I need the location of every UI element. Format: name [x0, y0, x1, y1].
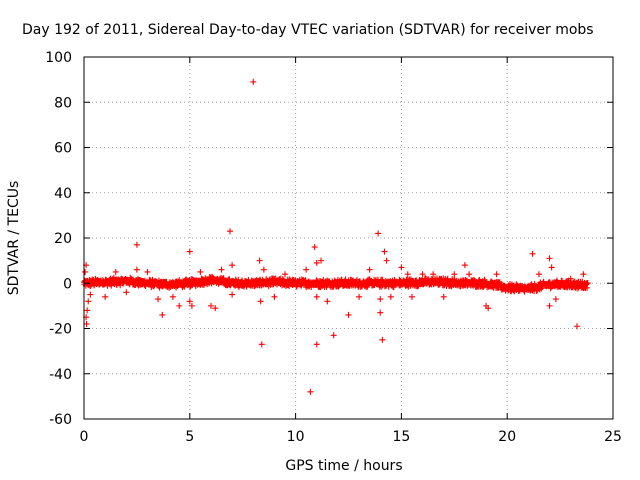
x-axis-label: GPS time / hours: [285, 458, 402, 474]
outlier-point-74: [580, 271, 587, 278]
outlier-point-50: [381, 248, 388, 255]
band-point-316: [181, 283, 188, 290]
outlier-point-58: [440, 293, 447, 300]
outlier-point-71: [552, 296, 559, 303]
y-tick-label-8: 100: [45, 50, 72, 66]
outlier-point-59: [451, 271, 458, 278]
x-tick-label-4: 20: [498, 429, 516, 445]
outlier-point-9: [123, 289, 130, 296]
outlier-point-61: [466, 271, 473, 278]
outlier-point-65: [504, 284, 511, 291]
outlier-point-69: [548, 264, 555, 271]
outlier-point-48: [377, 309, 384, 316]
outlier-point-42: [330, 332, 337, 339]
outlier-point-66: [529, 250, 536, 257]
outlier-point-26: [229, 291, 236, 298]
outlier-point-22: [212, 305, 219, 312]
outlier-point-24: [227, 228, 234, 235]
x-tick-label-3: 15: [392, 429, 410, 445]
outlier-point-18: [186, 298, 193, 305]
y-tick-label-7: 80: [54, 95, 72, 111]
outlier-point-38: [313, 293, 320, 300]
x-tick-label-1: 5: [185, 429, 194, 445]
outlier-point-55: [408, 293, 415, 300]
outlier-point-2: [84, 307, 91, 314]
x-tick-label-0: 0: [80, 429, 89, 445]
outlier-point-4: [82, 268, 89, 275]
outlier-point-51: [383, 257, 390, 264]
outlier-point-6: [83, 320, 90, 327]
band-point-940: [379, 276, 386, 283]
x-tick-label-5: 25: [604, 429, 622, 445]
outlier-point-31: [260, 266, 267, 273]
outlier-point-60: [461, 262, 468, 269]
data-markers: [81, 78, 591, 395]
outlier-point-25: [229, 262, 236, 269]
outlier-point-41: [324, 298, 331, 305]
outlier-point-37: [313, 259, 320, 266]
outlier-point-23: [218, 266, 225, 273]
outlier-point-57: [430, 271, 437, 278]
outlier-point-16: [176, 302, 183, 309]
outlier-point-44: [356, 293, 363, 300]
outlier-point-19: [188, 302, 195, 309]
outlier-point-63: [485, 305, 492, 312]
y-tick-label-5: 40: [54, 186, 72, 202]
outlier-point-53: [398, 264, 405, 271]
outlier-point-5: [87, 291, 94, 298]
outlier-point-43: [345, 311, 352, 318]
outlier-point-27: [250, 78, 257, 85]
outlier-point-30: [258, 341, 265, 348]
outlier-point-12: [144, 268, 151, 275]
chart-title: Day 192 of 2011, Sidereal Day-to-day VTE…: [22, 22, 594, 38]
outlier-point-72: [567, 275, 574, 282]
y-tick-label-2: -20: [49, 322, 72, 338]
outlier-point-45: [366, 266, 373, 273]
x-tick-label-2: 10: [287, 429, 305, 445]
outlier-point-47: [377, 296, 384, 303]
outlier-point-34: [303, 266, 310, 273]
outlier-point-73: [574, 323, 581, 330]
outlier-point-21: [207, 302, 214, 309]
outlier-point-32: [271, 293, 278, 300]
outlier-point-39: [313, 341, 320, 348]
outlier-point-64: [493, 271, 500, 278]
outlier-point-36: [307, 388, 314, 395]
outlier-point-3: [85, 298, 92, 305]
outlier-point-67: [535, 271, 542, 278]
y-axis-label: SDTVAR / TECUs: [6, 181, 22, 296]
outlier-point-17: [186, 248, 193, 255]
outlier-point-56: [419, 271, 426, 278]
outlier-point-49: [379, 336, 386, 343]
y-tick-label-0: -60: [49, 412, 72, 428]
outlier-point-40: [317, 257, 324, 264]
band-point-1587: [584, 280, 591, 287]
outlier-point-13: [155, 296, 162, 303]
y-tick-label-4: 20: [54, 231, 72, 247]
y-tick-label-6: 60: [54, 141, 72, 157]
outlier-point-46: [375, 230, 382, 237]
outlier-point-29: [257, 298, 264, 305]
y-tick-label-1: -40: [49, 367, 72, 383]
axes: 0 5 10 15 20 25 -60 -40 -20 0 20 40 60 80 100: [45, 50, 622, 445]
outlier-point-11: [133, 266, 140, 273]
outlier-point-8: [112, 268, 119, 275]
outlier-point-20: [197, 268, 204, 275]
outlier-point-28: [256, 257, 263, 264]
y-tick-label-3: 0: [63, 276, 72, 292]
outlier-point-54: [404, 271, 411, 278]
outlier-point-52: [387, 293, 394, 300]
outlier-point-10: [133, 241, 140, 248]
outlier-point-15: [169, 293, 176, 300]
outlier-point-70: [546, 302, 553, 309]
outlier-point-7: [102, 293, 109, 300]
outlier-point-14: [159, 311, 166, 318]
outlier-point-35: [311, 244, 318, 251]
outlier-point-33: [282, 271, 289, 278]
outlier-point-68: [546, 255, 553, 262]
